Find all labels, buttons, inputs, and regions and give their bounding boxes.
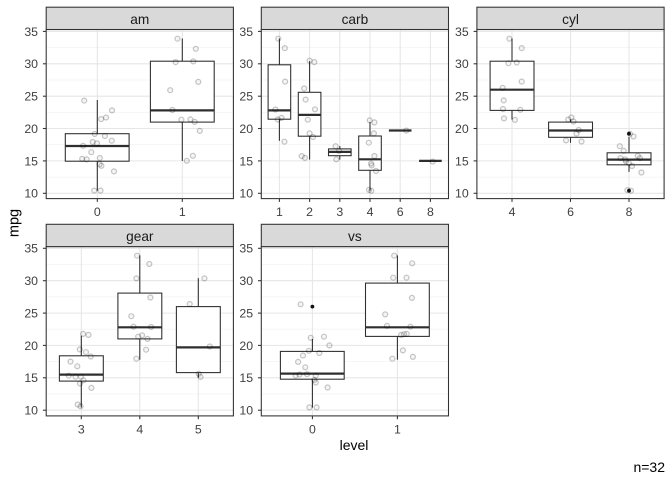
svg-text:6: 6 — [397, 205, 404, 219]
svg-text:25: 25 — [24, 90, 38, 104]
svg-text:6: 6 — [567, 205, 574, 219]
svg-text:gear: gear — [126, 229, 154, 244]
svg-text:15: 15 — [24, 371, 38, 385]
svg-text:35: 35 — [24, 242, 38, 256]
svg-text:20: 20 — [455, 122, 469, 136]
svg-text:15: 15 — [239, 371, 253, 385]
svg-text:10: 10 — [24, 187, 38, 201]
svg-text:30: 30 — [24, 57, 38, 71]
svg-text:am: am — [130, 12, 149, 27]
svg-text:cyl: cyl — [562, 12, 579, 27]
svg-text:2: 2 — [306, 205, 313, 219]
svg-text:25: 25 — [24, 307, 38, 321]
svg-text:15: 15 — [24, 154, 38, 168]
svg-text:5: 5 — [195, 422, 202, 436]
svg-text:4: 4 — [509, 205, 516, 219]
svg-text:35: 35 — [455, 25, 469, 39]
svg-text:4: 4 — [367, 205, 374, 219]
svg-text:0: 0 — [94, 205, 101, 219]
svg-text:1: 1 — [179, 205, 186, 219]
svg-text:3: 3 — [336, 205, 343, 219]
svg-text:mpg: mpg — [7, 209, 23, 237]
svg-text:1: 1 — [394, 422, 401, 436]
svg-text:8: 8 — [427, 205, 434, 219]
svg-text:10: 10 — [239, 404, 253, 418]
svg-text:n=32: n=32 — [633, 459, 665, 475]
svg-text:35: 35 — [239, 25, 253, 39]
svg-text:20: 20 — [24, 339, 38, 353]
svg-text:carb: carb — [342, 12, 369, 27]
svg-text:20: 20 — [239, 122, 253, 136]
svg-text:30: 30 — [24, 274, 38, 288]
svg-text:25: 25 — [239, 90, 253, 104]
svg-text:20: 20 — [24, 122, 38, 136]
svg-text:20: 20 — [239, 339, 253, 353]
svg-text:vs: vs — [348, 229, 362, 244]
svg-text:10: 10 — [239, 187, 253, 201]
svg-text:25: 25 — [239, 307, 253, 321]
svg-text:4: 4 — [136, 422, 143, 436]
svg-text:15: 15 — [455, 154, 469, 168]
svg-text:1: 1 — [276, 205, 283, 219]
svg-text:3: 3 — [78, 422, 85, 436]
svg-text:30: 30 — [455, 57, 469, 71]
svg-text:35: 35 — [239, 242, 253, 256]
svg-text:8: 8 — [626, 205, 633, 219]
svg-text:0: 0 — [309, 422, 316, 436]
svg-text:10: 10 — [455, 187, 469, 201]
svg-text:15: 15 — [239, 154, 253, 168]
svg-text:25: 25 — [455, 90, 469, 104]
svg-text:30: 30 — [239, 57, 253, 71]
svg-text:35: 35 — [24, 25, 38, 39]
svg-text:10: 10 — [24, 404, 38, 418]
svg-text:level: level — [340, 437, 369, 453]
svg-text:30: 30 — [239, 274, 253, 288]
